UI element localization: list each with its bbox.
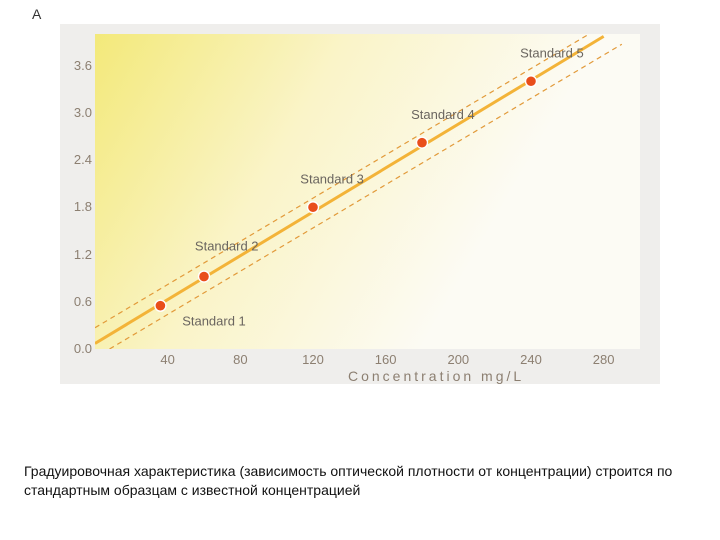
point-label: Standard 1: [182, 313, 246, 328]
y-tick-label: 1.2: [62, 247, 92, 262]
y-tick-label: 3.0: [62, 105, 92, 120]
data-point: [155, 300, 166, 311]
point-label: Standard 2: [195, 239, 259, 254]
x-tick-label: 40: [153, 352, 183, 367]
point-label: Standard 5: [520, 46, 584, 61]
slide: A Standard 1Standard 2Standard 3Standard…: [0, 0, 720, 540]
point-label: Standard 3: [300, 172, 364, 187]
y-tick-label: 0.6: [62, 294, 92, 309]
caption-text: Градуировочная характеристика (зависимос…: [24, 462, 696, 500]
x-tick-label: 80: [225, 352, 255, 367]
data-point: [308, 202, 319, 213]
x-tick-label: 280: [589, 352, 619, 367]
x-axis-title: Concentration mg/L: [348, 368, 524, 384]
point-label: Standard 4: [411, 107, 475, 122]
data-point: [199, 271, 210, 282]
data-point: [526, 76, 537, 87]
x-tick-label: 160: [371, 352, 401, 367]
plot-area: Standard 1 Standard 2 Standard 3 Standard 4…: [95, 34, 640, 349]
x-tick-label: 120: [298, 352, 328, 367]
y-tick-label: 2.4: [62, 152, 92, 167]
chart-container: Standard 1 Standard 2 Standard 3 Standard 4…: [60, 24, 660, 384]
y-tick-label: 0.0: [62, 341, 92, 356]
y-tick-label: 1.8: [62, 199, 92, 214]
x-tick-label: 240: [516, 352, 546, 367]
data-point: [417, 137, 428, 148]
x-tick-label: 200: [443, 352, 473, 367]
chart-svg: Standard 1 Standard 2 Standard 3 Standard 4…: [95, 34, 640, 349]
y-tick-label: 3.6: [62, 58, 92, 73]
corner-letter: A: [32, 6, 41, 22]
